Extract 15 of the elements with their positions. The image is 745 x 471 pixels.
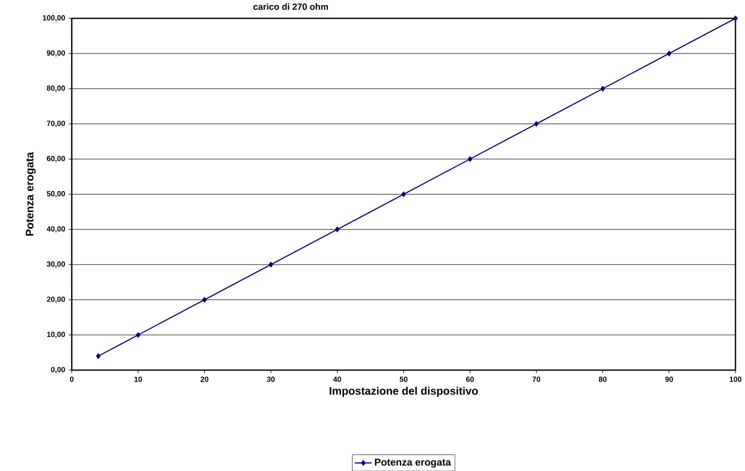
- x-axis-title: Impostazione del dispositivo: [330, 386, 478, 397]
- point: [335, 226, 340, 232]
- point: [401, 191, 406, 197]
- y-axis-title: Potenza erogata: [26, 152, 36, 236]
- chart-title: carico di 270 ohm: [253, 3, 328, 10]
- point: [202, 296, 207, 302]
- point: [96, 353, 100, 359]
- point: [468, 156, 472, 162]
- point: [600, 86, 605, 92]
- point: [666, 50, 672, 56]
- point: [268, 262, 274, 268]
- point: [733, 16, 738, 21]
- point: [534, 121, 539, 126]
- legend-label: Potenza erogata: [374, 458, 452, 468]
- point: [136, 332, 140, 338]
